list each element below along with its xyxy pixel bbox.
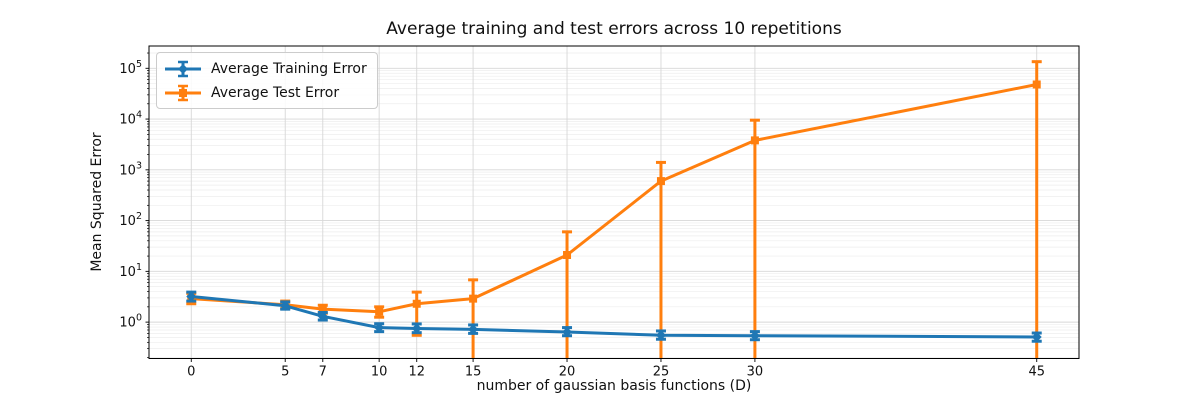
legend-item-training: Average Training Error bbox=[164, 58, 367, 79]
y-tick-label: 100 bbox=[119, 313, 142, 331]
series-marker bbox=[1032, 80, 1041, 89]
x-tick-label: 30 bbox=[747, 365, 764, 380]
legend: Average Training Error Average Test Erro… bbox=[156, 52, 378, 109]
series-marker bbox=[656, 177, 665, 186]
y-tick-label: 105 bbox=[119, 59, 142, 77]
y-axis-label: Mean Squared Error bbox=[89, 132, 105, 272]
x-tick-label: 15 bbox=[465, 365, 482, 380]
series-marker bbox=[178, 63, 188, 74]
average-test-error-line bbox=[189, 82, 1039, 314]
legend-label: Average Training Error bbox=[211, 60, 367, 77]
series-marker bbox=[186, 291, 197, 302]
series-marker bbox=[750, 136, 759, 145]
x-tick-label: 12 bbox=[408, 365, 425, 380]
average-test-error bbox=[186, 60, 1042, 359]
series-marker bbox=[749, 330, 760, 341]
errorbar-handle-icon bbox=[164, 83, 202, 103]
series-marker bbox=[412, 299, 421, 308]
average-training-error-line bbox=[189, 294, 1039, 339]
series-marker bbox=[655, 330, 666, 341]
series-marker bbox=[411, 323, 422, 334]
y-tick-label: 102 bbox=[119, 211, 142, 229]
series-marker bbox=[375, 307, 384, 316]
series-marker bbox=[374, 322, 385, 333]
y-tick-label: 104 bbox=[119, 110, 142, 128]
series-marker bbox=[280, 300, 291, 311]
average-training-error bbox=[186, 290, 1042, 343]
series-marker bbox=[179, 88, 187, 97]
series-marker bbox=[562, 326, 573, 337]
axes-frame bbox=[148, 45, 1080, 359]
legend-label: Average Test Error bbox=[211, 84, 340, 101]
x-tick-label: 5 bbox=[281, 365, 289, 380]
x-tick-label: 10 bbox=[371, 365, 388, 380]
chart-title: Average training and test errors across … bbox=[386, 19, 842, 39]
y-tick-label: 103 bbox=[119, 160, 142, 178]
x-tick-label: 25 bbox=[653, 365, 670, 380]
y-tick-label: 101 bbox=[119, 262, 142, 280]
series-marker bbox=[563, 250, 572, 259]
x-tick-label: 7 bbox=[319, 365, 327, 380]
series-marker bbox=[1031, 331, 1042, 342]
legend-item-test: Average Test Error bbox=[164, 82, 367, 103]
x-tick-label: 0 bbox=[187, 365, 195, 380]
series-marker bbox=[469, 294, 478, 303]
errorbar-handle-icon bbox=[164, 59, 202, 79]
series-marker bbox=[317, 311, 328, 322]
x-tick-label: 45 bbox=[1028, 365, 1045, 380]
x-tick-label: 20 bbox=[559, 365, 576, 380]
x-axis-label: number of gaussian basis functions (D) bbox=[476, 378, 752, 394]
series-marker bbox=[468, 324, 479, 335]
series-marker bbox=[318, 305, 327, 314]
